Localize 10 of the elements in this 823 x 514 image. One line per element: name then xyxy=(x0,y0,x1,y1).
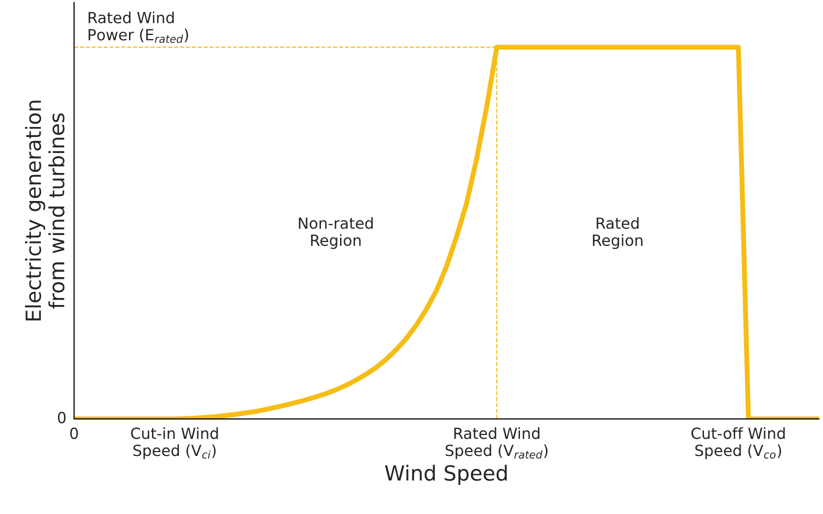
x-tick-label: 0 xyxy=(70,428,78,440)
x-axis-title: Wind Speed xyxy=(385,464,507,485)
x-tick-label: Cut-off Wind Speed (V$_{co}$) xyxy=(691,427,785,460)
text: 0 xyxy=(58,412,66,424)
annotation: Non-rated Region xyxy=(298,217,373,249)
annotation: Rated Region xyxy=(592,217,642,249)
x-tick-label: Cut-in Wind Speed (V$_{ci}$) xyxy=(131,427,218,460)
y-axis-title: Electricity generation from wind turbines xyxy=(25,100,64,320)
x-tick-label: Rated Wind Speed (V$_{rated}$) xyxy=(446,427,548,460)
ref-line-label: Rated Wind Power (E$_{rated}$) xyxy=(88,12,188,43)
